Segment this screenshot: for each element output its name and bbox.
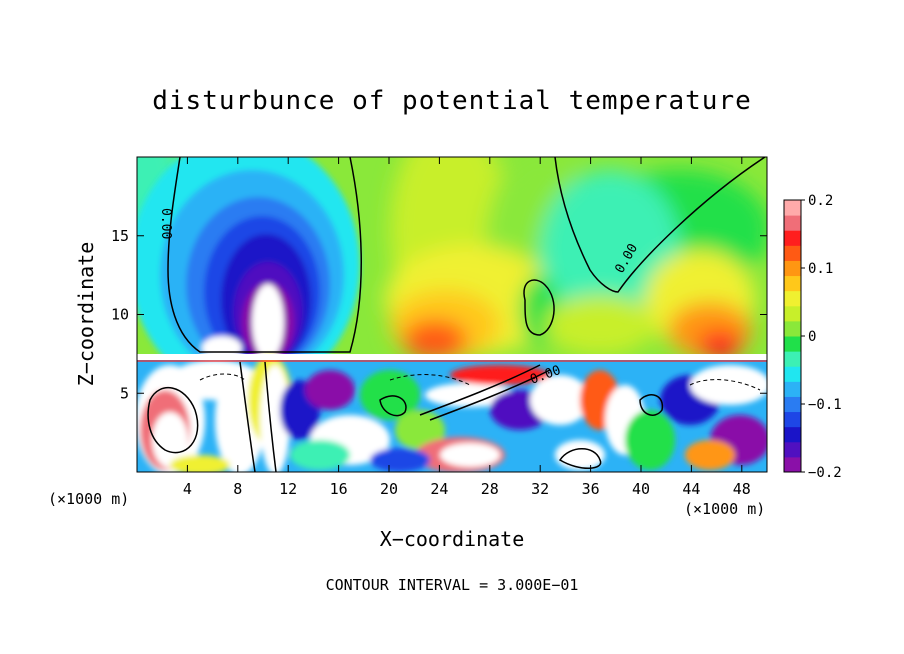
x-unit-left: (×1000 m) (48, 490, 130, 508)
colorbar-swatch (784, 260, 801, 277)
colorbar-swatch (784, 320, 801, 337)
x-tick-label: 32 (531, 480, 549, 498)
colorbar-swatch (784, 396, 801, 413)
x-tick-label: 20 (380, 480, 398, 498)
colorbar-swatch (784, 230, 801, 246)
colorbar-swatch (784, 381, 801, 397)
colorbar-swatch (784, 351, 801, 367)
colorbar-swatch (784, 366, 801, 382)
x-tick-label: 44 (682, 480, 700, 498)
contour-interval-note: CONTOUR INTERVAL = 3.000E−01 (325, 576, 579, 594)
colorbar-tick-label: −0.2 (808, 465, 842, 481)
colorbar-swatch (784, 215, 801, 231)
colorbar-tick-label: 0.2 (808, 193, 833, 209)
colorbar-swatch (784, 411, 801, 428)
x-axis-label: X−coordinate (379, 527, 525, 551)
colorbar-swatch (784, 290, 801, 307)
y-axis-ticks: 5 10 15 (111, 227, 767, 402)
colorbar-tick-label: 0.1 (808, 261, 833, 277)
x-tick-label: 40 (632, 480, 650, 498)
heatmap-field (137, 157, 767, 472)
colorbar-swatch (784, 275, 801, 292)
x-tick-label: 36 (582, 480, 600, 498)
x-tick-label: 48 (733, 480, 751, 498)
x-unit-right: (×1000 m) (684, 500, 766, 518)
x-tick-label: 24 (430, 480, 448, 498)
x-tick-label: 4 (183, 480, 192, 498)
colorbar-swatch (784, 200, 801, 216)
colorbar-swatch (784, 245, 801, 261)
colorbar-swatch (784, 305, 801, 322)
contour-label: 0.00 (158, 208, 173, 239)
x-tick-label: 12 (279, 480, 297, 498)
colorbar-tick-label: 0 (808, 329, 816, 345)
chart-title: disturbunce of potential temperature (152, 86, 752, 116)
colorbar-swatch (784, 456, 801, 473)
colorbar: 0.2 0.1 0 −0.1 −0.2 (783, 193, 842, 481)
x-tick-label: 16 (330, 480, 348, 498)
colorbar-swatch (784, 426, 801, 443)
colorbar-swatch (784, 441, 801, 458)
x-tick-label: 8 (233, 480, 242, 498)
y-tick-label: 5 (120, 384, 129, 402)
colorbar-tick-label: −0.1 (808, 397, 842, 413)
x-tick-label: 28 (481, 480, 499, 498)
colorbar-swatch (784, 336, 801, 352)
y-tick-label: 10 (111, 306, 129, 324)
x-axis-ticks: 4 8 12 16 20 24 28 32 36 40 44 48 (183, 157, 751, 498)
y-tick-label: 15 (111, 227, 129, 245)
